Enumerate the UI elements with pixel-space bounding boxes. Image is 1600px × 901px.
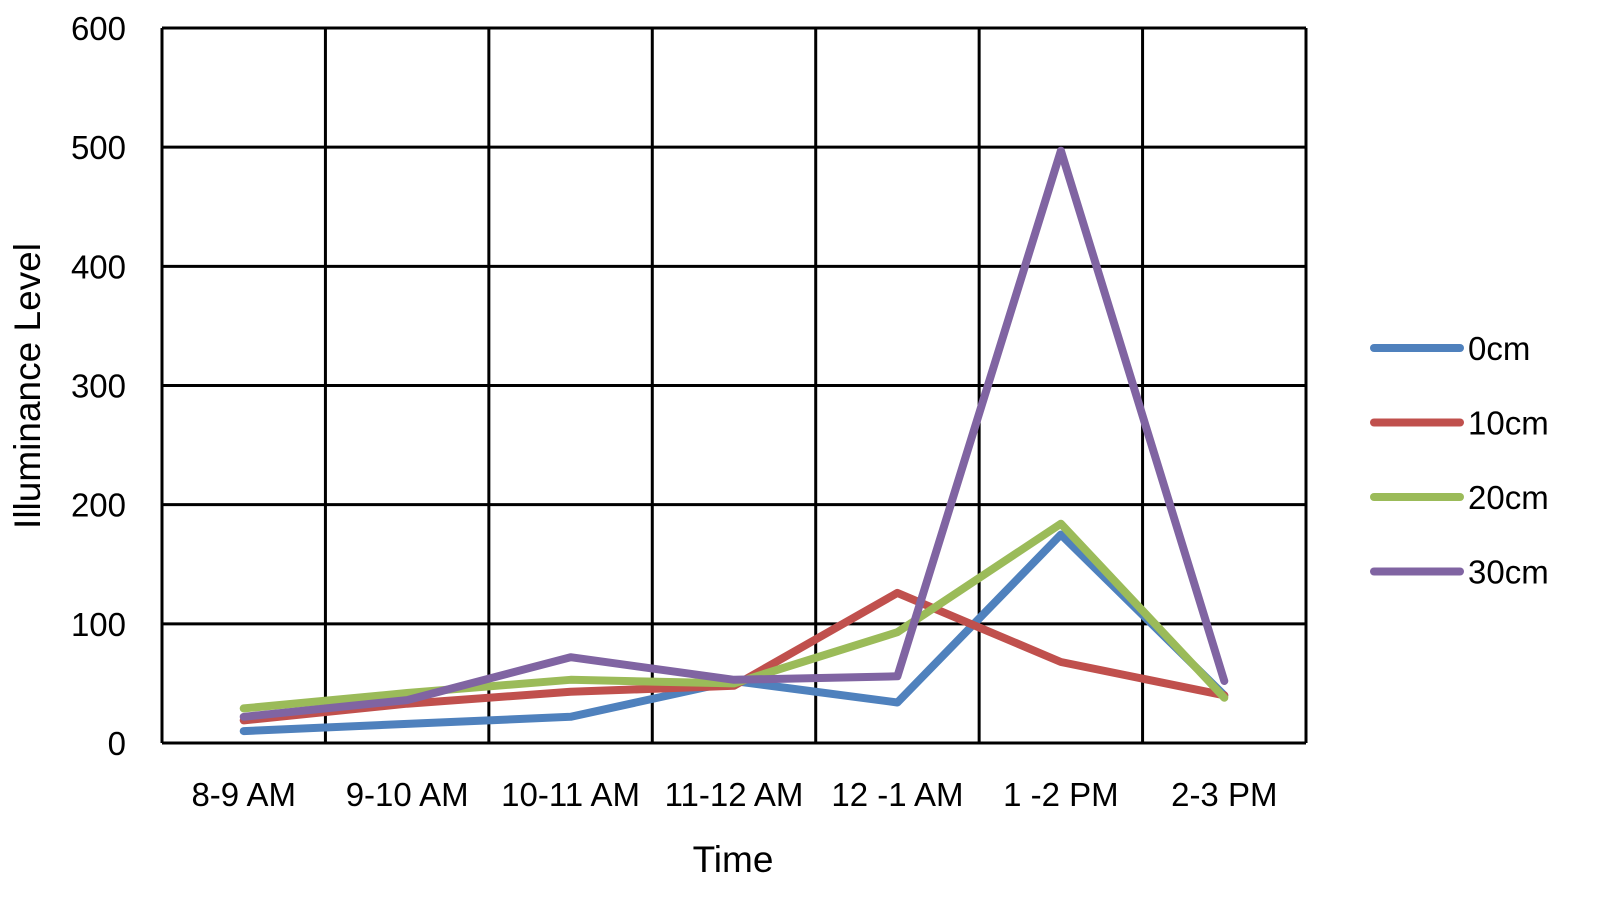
y-tick-label: 600 xyxy=(71,10,126,47)
x-axis-title: Time xyxy=(693,839,774,880)
series-line-30cm xyxy=(239,146,1229,721)
x-tick-label: 11-12 AM xyxy=(665,776,804,813)
legend-label-30cm: 30cm xyxy=(1468,554,1549,591)
y-axis-tick-labels: 0 100 200 300 400 500 600 xyxy=(71,10,126,762)
legend: 0cm 10cm 20cm 30cm xyxy=(1370,330,1549,591)
y-tick-label: 0 xyxy=(108,725,126,762)
series-lines xyxy=(239,146,1229,736)
y-tick-label: 100 xyxy=(71,606,126,643)
y-tick-label: 400 xyxy=(71,248,126,285)
x-tick-label: 1 -2 PM xyxy=(1003,776,1119,813)
legend-label-10cm: 10cm xyxy=(1468,405,1549,442)
y-tick-label: 200 xyxy=(71,487,126,524)
x-tick-label: 12 -1 AM xyxy=(831,776,963,813)
x-tick-label: 10-11 AM xyxy=(501,776,640,813)
x-axis-tick-labels: 8-9 AM 9-10 AM 10-11 AM 11-12 AM 12 -1 AM 1 -… xyxy=(191,776,1277,813)
legend-label-20cm: 20cm xyxy=(1468,479,1549,516)
x-tick-label: 9-10 AM xyxy=(346,776,469,813)
y-axis-title: Illuminance Level xyxy=(7,243,48,529)
x-tick-label: 8-9 AM xyxy=(191,776,296,813)
y-tick-label: 300 xyxy=(71,368,126,405)
x-tick-label: 2-3 PM xyxy=(1171,776,1277,813)
legend-label-0cm: 0cm xyxy=(1468,330,1530,367)
y-tick-label: 500 xyxy=(71,129,126,166)
